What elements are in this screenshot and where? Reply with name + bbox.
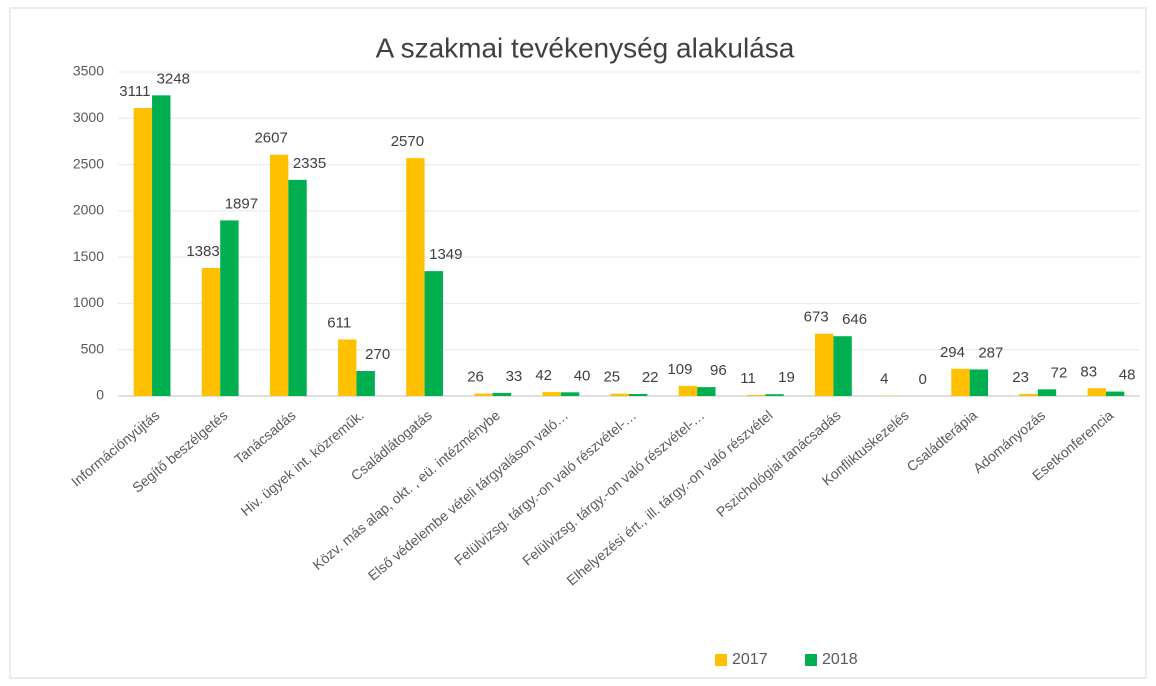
- bar: [629, 393, 648, 396]
- data-label: 1383: [186, 243, 219, 260]
- data-label: 1897: [225, 195, 258, 212]
- bar: [492, 392, 512, 396]
- y-tick-label: 2000: [73, 202, 104, 218]
- data-label: 4: [880, 371, 888, 388]
- bar: [815, 333, 834, 396]
- data-label: 270: [365, 346, 390, 363]
- bar: [1105, 391, 1125, 396]
- y-tick-label: 1500: [73, 248, 104, 264]
- data-label: 109: [667, 361, 692, 378]
- y-tick-label: 1000: [73, 294, 104, 310]
- bar: [678, 385, 698, 396]
- data-label: 3111: [119, 83, 150, 100]
- bar: [560, 392, 580, 396]
- bar: [1019, 393, 1038, 396]
- bar: [697, 387, 716, 396]
- data-label: 25: [603, 369, 620, 386]
- data-label: 19: [778, 369, 795, 386]
- data-label: 611: [327, 314, 351, 331]
- bar: [765, 394, 784, 396]
- y-tick-label: 0: [96, 387, 104, 403]
- data-label: 646: [842, 311, 867, 328]
- data-label: 11: [740, 370, 756, 387]
- bar: [424, 271, 443, 396]
- data-label: 22: [642, 369, 659, 386]
- data-label: 673: [804, 309, 829, 326]
- bar: [220, 220, 239, 396]
- bar: [201, 267, 221, 396]
- bar: [338, 339, 357, 396]
- bar: [833, 336, 852, 396]
- data-label: 0: [919, 371, 927, 388]
- bar: [133, 108, 153, 396]
- data-label: 83: [1080, 363, 1097, 380]
- bar: [356, 371, 375, 396]
- bar: [288, 179, 307, 396]
- legend-swatch: [715, 654, 727, 666]
- data-label: 33: [506, 368, 523, 385]
- legend-label: 2017: [732, 651, 768, 668]
- chart-title: A szakmai tevékenység alakulása: [376, 32, 795, 63]
- y-tick-label: 3500: [73, 63, 104, 79]
- data-label: 26: [467, 369, 484, 386]
- y-tick-label: 500: [81, 340, 105, 356]
- bar: [1037, 389, 1057, 396]
- chart-frame: [9, 7, 1147, 679]
- bar: [1087, 388, 1106, 396]
- data-label: 2335: [293, 155, 326, 172]
- data-label: 1349: [429, 246, 462, 263]
- legend-label: 2018: [822, 651, 858, 668]
- y-tick-label: 3000: [73, 109, 104, 125]
- bar: [269, 154, 289, 396]
- bar: [746, 394, 766, 396]
- data-label: 72: [1051, 364, 1068, 381]
- data-label: 294: [940, 344, 965, 361]
- data-label: 2570: [391, 133, 424, 150]
- legend-swatch: [805, 654, 817, 666]
- bar: [951, 368, 970, 396]
- bar: [542, 392, 561, 396]
- data-label: 3248: [157, 70, 190, 87]
- bar: [969, 369, 989, 396]
- bar: [152, 95, 171, 396]
- data-label: 40: [574, 367, 591, 384]
- data-label: 48: [1119, 367, 1136, 384]
- data-label: 2607: [254, 130, 287, 147]
- data-label: 96: [710, 362, 727, 379]
- bar: [406, 158, 425, 396]
- bar: [474, 393, 493, 396]
- bar: [610, 393, 629, 396]
- data-label: 23: [1012, 369, 1029, 386]
- y-tick-label: 2500: [73, 155, 104, 171]
- data-label: 287: [978, 344, 1003, 361]
- data-label: 42: [535, 367, 552, 384]
